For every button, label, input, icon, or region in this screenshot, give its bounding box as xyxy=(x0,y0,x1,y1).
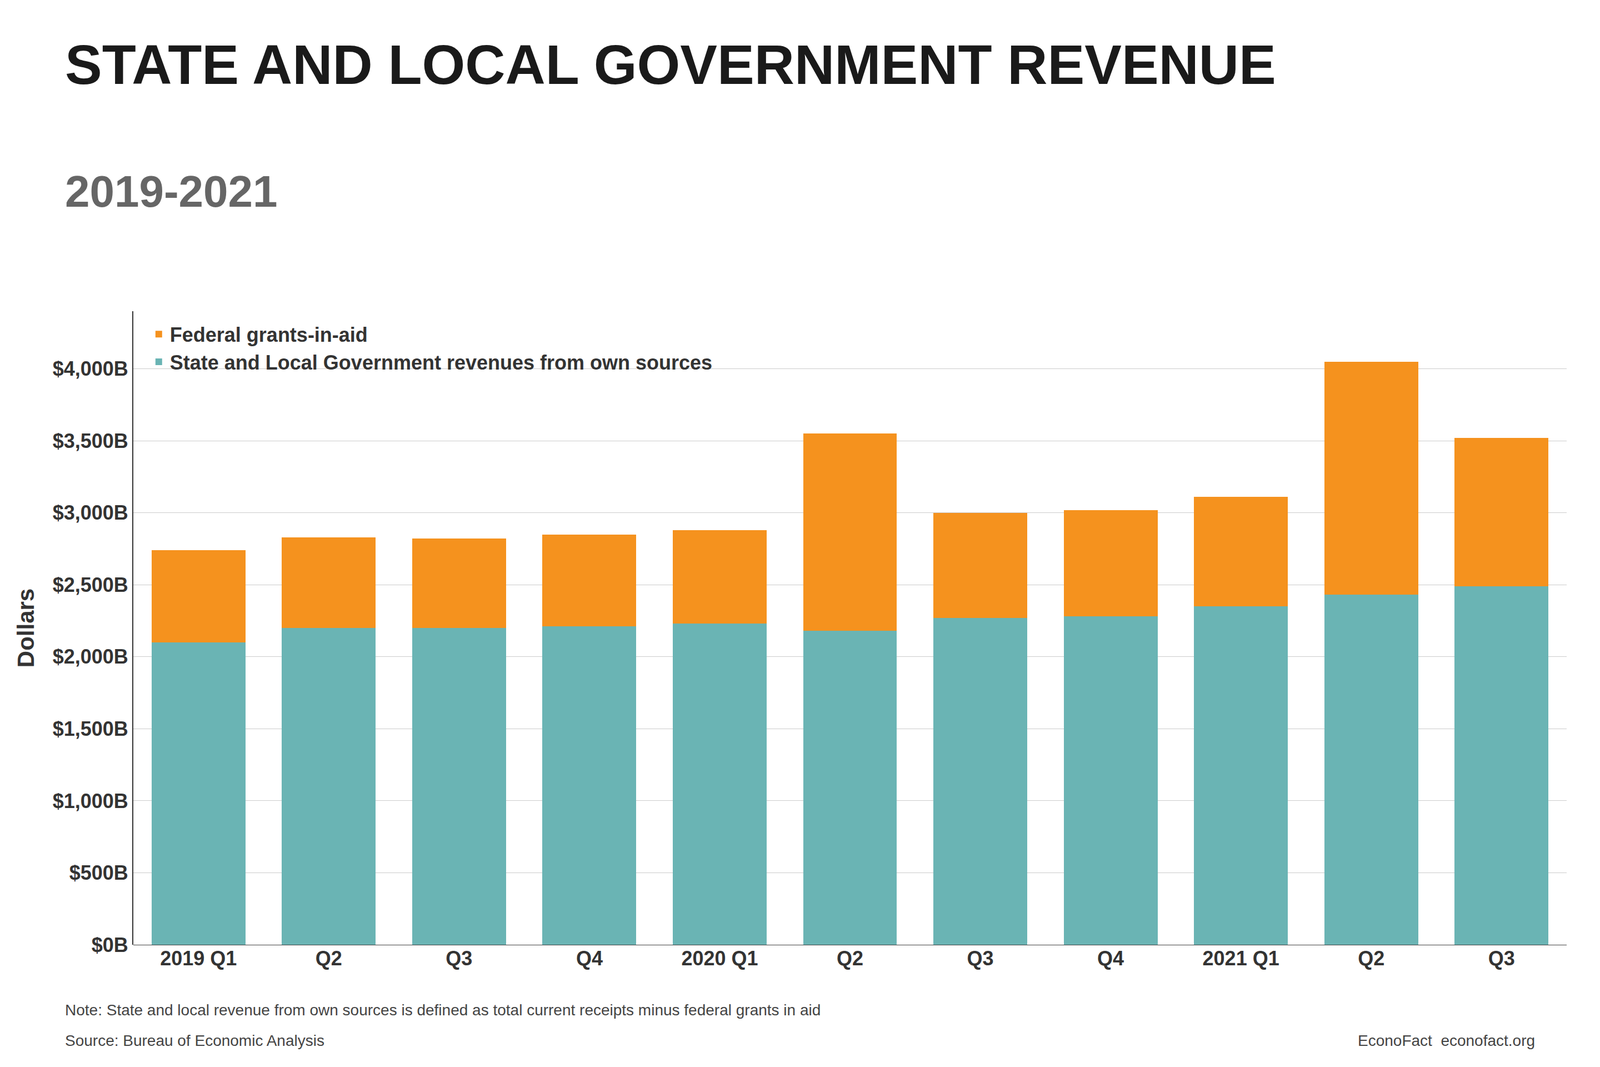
svg-text:$500B: $500B xyxy=(69,861,129,884)
svg-text:Q3: Q3 xyxy=(967,946,994,970)
svg-text:2019-2021: 2019-2021 xyxy=(65,166,278,217)
svg-text:$4,000B: $4,000B xyxy=(52,357,129,380)
svg-text:$0B: $0B xyxy=(91,933,129,957)
svg-text:2019 Q1: 2019 Q1 xyxy=(160,946,237,970)
svg-text:Q3: Q3 xyxy=(1488,946,1515,970)
svg-text:$2,000B: $2,000B xyxy=(52,645,129,668)
svg-text:$3,000B: $3,000B xyxy=(52,501,129,524)
svg-text:STATE AND LOCAL GOVERNMENT REV: STATE AND LOCAL GOVERNMENT REVENUE xyxy=(65,33,1277,96)
svg-text:Dollars: Dollars xyxy=(12,588,39,668)
svg-text:State and Local Government rev: State and Local Government revenues from… xyxy=(170,351,713,374)
svg-text:Note: State and local revenue: Note: State and local revenue from own s… xyxy=(65,1001,821,1019)
svg-text:Q2: Q2 xyxy=(315,946,343,970)
svg-text:$1,000B: $1,000B xyxy=(52,789,129,813)
svg-text:$1,500B: $1,500B xyxy=(52,717,129,740)
svg-text:2021 Q1: 2021 Q1 xyxy=(1202,946,1280,970)
svg-text:Q2: Q2 xyxy=(836,946,864,970)
svg-text:Federal grants-in-aid: Federal grants-in-aid xyxy=(170,323,368,347)
svg-text:Q4: Q4 xyxy=(576,946,603,970)
svg-text:$2,500B: $2,500B xyxy=(52,573,129,597)
svg-text:Q2: Q2 xyxy=(1357,946,1385,970)
svg-text:Q4: Q4 xyxy=(1097,946,1124,970)
svg-text:Source: Bureau of Economic Ana: Source: Bureau of Economic Analysis xyxy=(65,1031,325,1049)
svg-text:2020 Q1: 2020 Q1 xyxy=(681,946,758,970)
svg-text:EconoFact econofact.org: EconoFact econofact.org xyxy=(1357,1031,1535,1049)
svg-text:$3,500B: $3,500B xyxy=(52,429,129,453)
svg-text:Q3: Q3 xyxy=(445,946,473,970)
